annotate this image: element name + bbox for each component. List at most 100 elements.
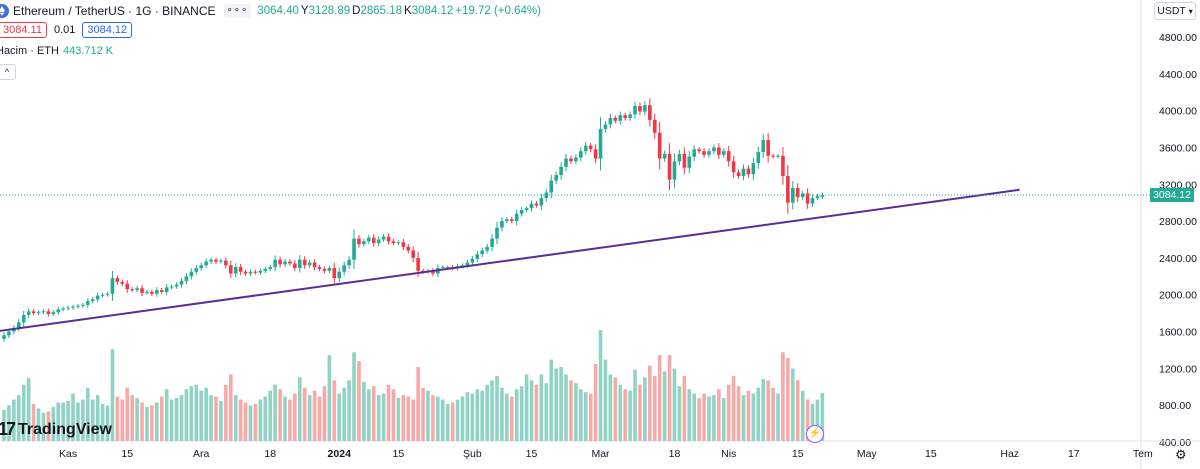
- volume-bar: [184, 389, 189, 441]
- volume-bar: [56, 402, 61, 441]
- volume-bar: [406, 396, 411, 441]
- gear-icon[interactable]: ⚙: [1175, 447, 1187, 462]
- volume-bar: [436, 396, 440, 441]
- volume-bar: [781, 352, 785, 441]
- candle-body: [421, 270, 425, 272]
- candle-body: [2, 335, 6, 339]
- chevron-down-icon: ▾: [1188, 6, 1193, 16]
- volume-bar: [283, 396, 287, 441]
- volume-bar: [682, 375, 687, 441]
- candle-body: [509, 219, 514, 222]
- volume-bar: [761, 378, 766, 441]
- symbol-title[interactable]: Ethereum / TetherUS · 1G · BINANCE: [13, 4, 216, 18]
- volume-bar: [697, 398, 701, 441]
- candle-body: [302, 259, 307, 266]
- volume-bar: [125, 387, 130, 441]
- candle-body: [657, 132, 662, 159]
- volume-bar: [588, 393, 593, 441]
- volume-bar: [672, 368, 677, 441]
- symbol-legend: Ethereum / TetherUS · 1G · BINANCE ∘∘∘ 3…: [0, 4, 543, 18]
- volume-bar: [391, 389, 396, 441]
- volume-bar: [288, 399, 292, 441]
- tradingview-logo-icon: 17: [0, 419, 16, 439]
- candle-body: [470, 258, 475, 263]
- candle-body: [638, 106, 642, 112]
- lightning-icon[interactable]: ⚡: [806, 425, 824, 443]
- volume-bar: [791, 368, 795, 441]
- candle-body: [159, 290, 164, 292]
- volume-bar: [549, 359, 554, 441]
- candle-body: [480, 250, 485, 255]
- tradingview-logo[interactable]: 17 TradingView: [0, 419, 112, 440]
- collapse-legend-button[interactable]: ^: [0, 64, 16, 80]
- volume-bar: [485, 384, 489, 441]
- candle-body: [352, 238, 356, 260]
- candle-body: [174, 284, 179, 287]
- volume-bar: [721, 398, 726, 441]
- volume-bar: [648, 365, 652, 441]
- chart-lines[interactable]: [0, 188, 1150, 340]
- more-options-button[interactable]: ∘∘∘: [223, 4, 252, 18]
- candle-body: [569, 158, 573, 162]
- volume-bar: [7, 405, 11, 441]
- currency-button[interactable]: USDT ▾: [1154, 2, 1196, 20]
- time-tick-label: Kas: [59, 448, 77, 460]
- candle-body: [150, 291, 154, 294]
- trend-line[interactable]: [0, 188, 1020, 340]
- candle-body: [337, 271, 342, 279]
- candle-body: [623, 115, 627, 118]
- volume-legend[interactable]: Hacim · ETH 443.712 K: [0, 45, 113, 57]
- price-axis[interactable]: 4800.004400.004000.003600.003200.002800.…: [1140, 0, 1197, 469]
- candle-body: [618, 115, 623, 121]
- candle-body: [682, 153, 687, 168]
- time-tick-label: May: [857, 448, 878, 460]
- candle-body: [268, 267, 273, 269]
- candle-body: [130, 289, 134, 291]
- volume-bar: [707, 396, 711, 441]
- volume-bar: [416, 367, 420, 441]
- volume-bars: [2, 330, 825, 441]
- time-tick-label: 17: [1068, 448, 1080, 460]
- candle-body: [514, 213, 519, 222]
- volume-bar: [815, 399, 820, 441]
- time-tick-label: Şub: [463, 448, 482, 460]
- candle-body: [574, 157, 578, 162]
- candle-body: [228, 265, 233, 274]
- tradingview-logo-text: TradingView: [18, 420, 112, 438]
- candle-body: [332, 268, 337, 279]
- volume-bar: [219, 401, 223, 441]
- time-tick-label: 15: [121, 448, 133, 460]
- spread-value: 0.01: [53, 24, 76, 36]
- candle-body: [283, 261, 287, 265]
- volume-bar: [396, 398, 401, 441]
- candle-body: [662, 153, 667, 159]
- volume-bar: [332, 380, 337, 441]
- volume-bar: [490, 380, 494, 441]
- volume-bar: [174, 398, 179, 441]
- volume-bar: [228, 374, 233, 441]
- volume-bar: [268, 390, 273, 441]
- candle-body: [169, 286, 174, 288]
- candle-body: [603, 124, 608, 130]
- sell-price-button[interactable]: 3084.11: [0, 22, 47, 38]
- candle-body: [539, 198, 544, 206]
- volume-bar: [145, 406, 149, 441]
- volume-bar: [766, 380, 770, 441]
- volume-bar: [337, 393, 342, 441]
- volume-bar: [135, 398, 139, 441]
- volume-bar: [243, 402, 248, 441]
- candle-body: [95, 295, 100, 300]
- volume-bar: [593, 364, 598, 441]
- candle-body: [86, 301, 90, 305]
- buy-price-button[interactable]: 3084.12: [82, 22, 133, 38]
- candle-body: [687, 156, 692, 168]
- candle-body: [155, 290, 159, 294]
- time-tick-label: 18: [669, 448, 681, 460]
- volume-bar: [317, 396, 322, 441]
- time-axis[interactable]: Kas 15 Ara 18 2024 15 Şub 15 Mar 18 Nis 15 May 15 Haz 1…: [0, 440, 1200, 460]
- candle-body: [263, 268, 268, 271]
- candle-body: [317, 267, 322, 269]
- candle-body: [771, 155, 775, 157]
- volume-bar: [500, 387, 504, 441]
